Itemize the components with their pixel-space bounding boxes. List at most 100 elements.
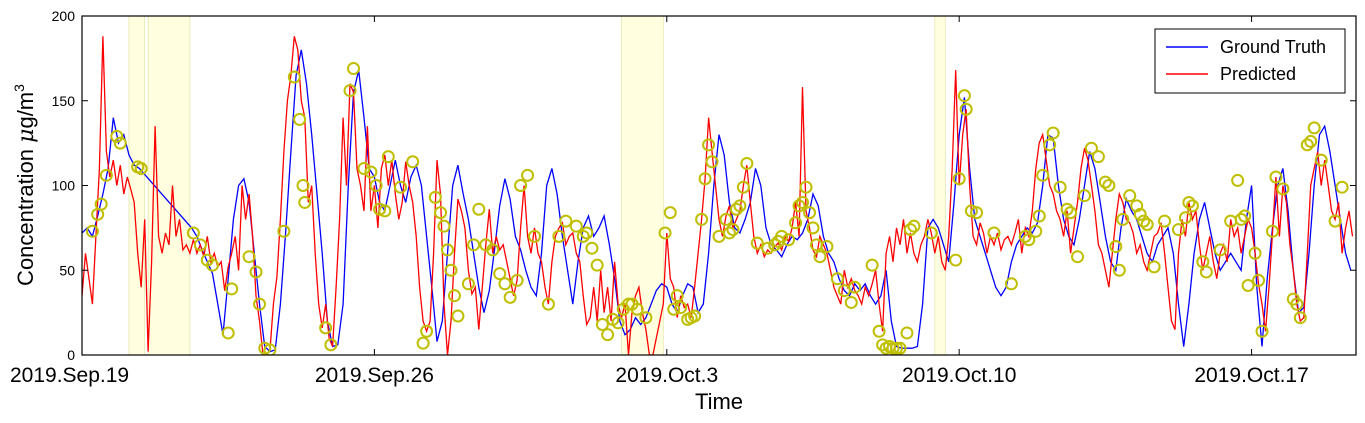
predicted-series-line (82, 36, 1354, 355)
highlight-marker (865, 258, 879, 272)
highlight-marker (1116, 212, 1130, 226)
highlight-marker (1022, 233, 1036, 247)
highlight-marker (94, 197, 108, 211)
highlight-marker (1252, 273, 1266, 287)
highlight-marker (369, 179, 383, 192)
highlight-marker (688, 309, 702, 323)
highlight-marker (521, 168, 535, 182)
highlight-marker (611, 316, 625, 330)
highlight-marker (1314, 153, 1328, 167)
highlight-marker (580, 226, 594, 240)
highlight-marker (907, 219, 921, 233)
y-axis-title: Concentration μg/m3 (11, 84, 39, 286)
highlight-marker (1053, 180, 1067, 194)
highlight-marker (1123, 189, 1137, 203)
highlight-marker (1248, 246, 1262, 260)
highlight-marker (590, 258, 604, 272)
highlight-marker (1293, 311, 1307, 325)
legend-box (1154, 28, 1346, 94)
highlight-marker (249, 265, 263, 279)
highlight-marker (750, 236, 764, 250)
x-tick-label: 2019.Sep.19 (10, 364, 129, 387)
highlight-marker (293, 112, 307, 126)
highlight-marker (206, 258, 220, 272)
y-axis-title-exponent: 3 (11, 84, 27, 92)
highlight-marker (726, 223, 740, 237)
highlight-marker (1018, 229, 1032, 243)
highlight-marker (1140, 217, 1154, 231)
highlight-marker (722, 226, 736, 240)
highlight-marker (820, 240, 834, 254)
highlight-marker (394, 180, 407, 194)
y-tick-label: 100 (52, 178, 76, 194)
highlight-marker (277, 224, 291, 238)
x-tick-label: 2019.Oct.3 (615, 364, 718, 387)
x-axis-title: Time (695, 389, 743, 414)
highlight-marker (444, 263, 458, 277)
x-tick-label: 2019.Sep.26 (315, 364, 434, 387)
highlight-marker (298, 195, 312, 209)
highlight-marker (1328, 214, 1342, 228)
highlight-marker (1231, 173, 1245, 187)
highlight-marker (1004, 277, 1018, 291)
highlight-marker (428, 190, 442, 204)
highlight-marker (1185, 199, 1199, 213)
ground-truth-series-line (82, 49, 1352, 353)
highlight-marker (639, 311, 653, 325)
highlight-marker (890, 341, 904, 355)
highlight-marker (1234, 212, 1248, 226)
highlight-marker (952, 172, 966, 186)
highlight-marker (416, 336, 430, 350)
highlight-marker (503, 290, 517, 304)
y-tick-label: 0 (67, 347, 75, 363)
highlight-marker (1269, 170, 1283, 184)
highlight-marker (242, 250, 256, 264)
highlight-marker (761, 241, 775, 255)
y-tick-label: 150 (52, 93, 76, 109)
highlight-marker (134, 162, 148, 176)
y-axis-title-mu: μ (14, 129, 39, 143)
highlight-marker (510, 273, 524, 287)
highlight-marker (872, 324, 886, 338)
highlight-marker (663, 206, 677, 220)
highlight-marker (451, 309, 465, 323)
highlight-marker (253, 297, 267, 311)
shaded-period-3 (934, 15, 946, 356)
highlight-marker (381, 150, 395, 164)
highlight-marker (486, 243, 500, 257)
highlight-marker (113, 136, 127, 150)
highlight-marker (970, 206, 984, 220)
highlight-marker (406, 155, 420, 169)
y-axis-title-unit: g/m (13, 92, 38, 129)
highlighted-points (85, 62, 1349, 355)
highlight-marker (595, 317, 609, 331)
plot-series (82, 36, 1354, 355)
highlight-marker (768, 238, 782, 252)
shaded-periods (128, 15, 946, 356)
y-tick-label: 50 (59, 262, 75, 278)
highlight-marker (792, 199, 806, 213)
highlight-marker (1199, 265, 1213, 279)
highlight-marker (364, 165, 378, 179)
highlight-marker (498, 277, 512, 291)
highlight-marker (1147, 260, 1161, 274)
highlight-marker (1032, 209, 1046, 223)
highlight-marker (789, 216, 803, 230)
highlight-marker (378, 204, 392, 218)
highlight-marker (803, 206, 817, 220)
highlight-marker (695, 212, 709, 226)
highlight-marker (1178, 211, 1192, 225)
highlight-marker (924, 226, 938, 240)
highlight-marker (528, 229, 542, 243)
highlight-marker (1137, 214, 1151, 228)
highlight-marker (85, 224, 99, 238)
highlight-marker (1213, 243, 1227, 257)
highlight-marker (848, 280, 862, 294)
highlight-marker (658, 226, 672, 240)
highlight-marker (903, 223, 917, 237)
highlight-marker (1265, 224, 1279, 238)
highlight-marker (559, 214, 573, 228)
highlight-marker (1307, 121, 1321, 135)
highlight-marker (263, 343, 277, 355)
